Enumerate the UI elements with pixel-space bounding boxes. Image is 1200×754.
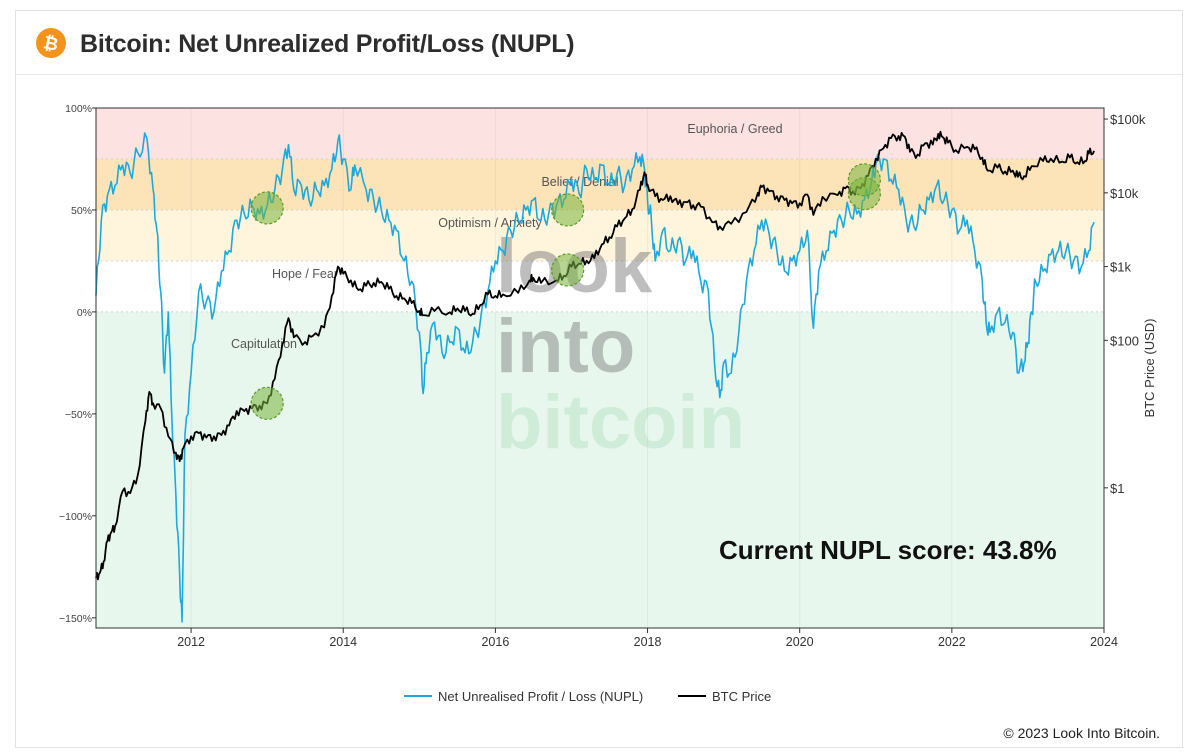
x-tick-label: 2022 xyxy=(938,635,966,649)
watermark-text: bitcoin xyxy=(496,380,745,465)
plot-frame xyxy=(95,107,1105,629)
highlight-circle xyxy=(847,163,881,197)
zone-label: Euphoria / Greed xyxy=(687,122,782,136)
x-tick-label: 2018 xyxy=(634,635,662,649)
nupl-series-line xyxy=(95,132,1095,623)
btc-price-series-line xyxy=(95,130,1095,581)
highlight-circle xyxy=(551,193,585,227)
zone-label: Hope / Fear xyxy=(272,267,338,281)
x-tick-label: 2012 xyxy=(177,635,205,649)
zone-label: Optimism / Anxiety xyxy=(438,216,542,230)
highlight-circle xyxy=(250,191,284,225)
y-left-tick-label: 50% xyxy=(71,205,92,217)
chart-header: ₿ Bitcoin: Net Unrealized Profit/Loss (N… xyxy=(16,11,1182,75)
y-right-tick-label: $100 xyxy=(1110,333,1139,348)
x-tick-label: 2024 xyxy=(1090,635,1118,649)
y-right-tick-label: $1k xyxy=(1110,260,1131,275)
zone-band-hope-fear xyxy=(96,260,1104,312)
zone-label: Capitulation xyxy=(231,337,297,351)
zone-band-capitulation xyxy=(96,311,1104,628)
y-left-tick-label: −100% xyxy=(59,511,92,523)
legend-label-nupl: Net Unrealised Profit / Loss (NUPL) xyxy=(438,689,643,704)
zone-band-euphoria-greed xyxy=(96,108,1104,159)
y-left-tick-label: 0% xyxy=(77,307,92,319)
legend-label-price: BTC Price xyxy=(712,689,771,704)
zone-label: Belief / Denial xyxy=(541,175,618,189)
x-tick-label: 2016 xyxy=(481,635,509,649)
highlight-circle xyxy=(551,253,585,287)
x-tick-label: 2014 xyxy=(329,635,357,649)
highlight-circle xyxy=(250,386,284,420)
y-right-tick-label: $1 xyxy=(1110,481,1124,496)
current-nupl-annotation: Current NUPL score: 43.8% xyxy=(719,535,1057,565)
y-left-tick-label: −150% xyxy=(59,613,92,625)
y-right-tick-label: $100k xyxy=(1110,112,1146,127)
page-title: Bitcoin: Net Unrealized Profit/Loss (NUP… xyxy=(80,30,575,58)
svg-text:₿: ₿ xyxy=(42,32,61,55)
watermark-text: into xyxy=(496,304,635,389)
bitcoin-icon: ₿ xyxy=(36,28,66,58)
copyright-text: © 2023 Look Into Bitcoin. xyxy=(1003,725,1160,741)
y-right-tick-label: $10k xyxy=(1110,186,1139,201)
y-left-tick-label: −50% xyxy=(65,409,92,421)
y-left-tick-label: 100% xyxy=(65,103,92,115)
y-right-axis-label: BTC Price (USD) xyxy=(1142,319,1157,418)
x-tick-label: 2020 xyxy=(786,635,814,649)
